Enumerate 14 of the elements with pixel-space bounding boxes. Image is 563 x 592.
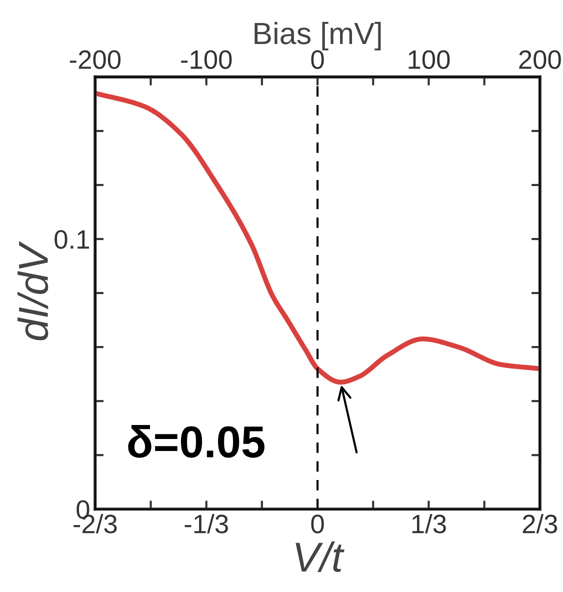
x2-tick-label: 200 bbox=[519, 50, 561, 69]
x2-tick-label: -200 bbox=[70, 50, 121, 69]
x-tick-label: 1/3 bbox=[412, 514, 446, 534]
annotation: δ=0.05 bbox=[128, 425, 264, 458]
y-tick-label: 0.1 bbox=[54, 230, 89, 249]
x-tick-label: -1/3 bbox=[184, 514, 228, 534]
x2-tick-label: 0 bbox=[311, 50, 324, 69]
x-tick-label: 0 bbox=[311, 514, 324, 534]
x2-tick-label: -100 bbox=[181, 50, 232, 69]
x-tick-label: 2/3 bbox=[522, 514, 558, 534]
x2-tick-label: 100 bbox=[408, 50, 450, 69]
y-axis-title: dI/dV bbox=[18, 241, 48, 340]
x-axis-title: V/t bbox=[296, 541, 344, 572]
x2-axis-title: Bias [mV] bbox=[254, 22, 381, 50]
